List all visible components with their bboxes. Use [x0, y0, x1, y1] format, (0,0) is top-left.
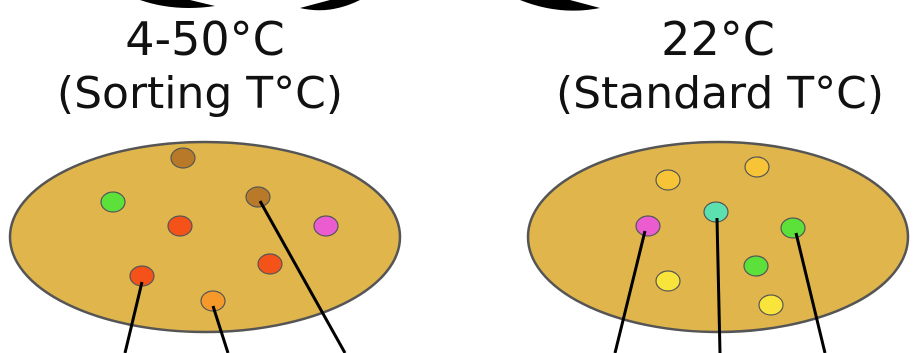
diagram: 4-50°C (Sorting T°C) 22°C (Standard T°C) — [0, 0, 916, 353]
right-temperature: 22°C — [661, 12, 775, 66]
arrow-tips-left — [140, 0, 360, 10]
right-label: (Standard T°C) — [556, 68, 884, 119]
arrow-tip-right — [520, 0, 600, 11]
left-label: (Sorting T°C) — [57, 68, 343, 119]
left-temperature: 4-50°C — [125, 12, 285, 66]
